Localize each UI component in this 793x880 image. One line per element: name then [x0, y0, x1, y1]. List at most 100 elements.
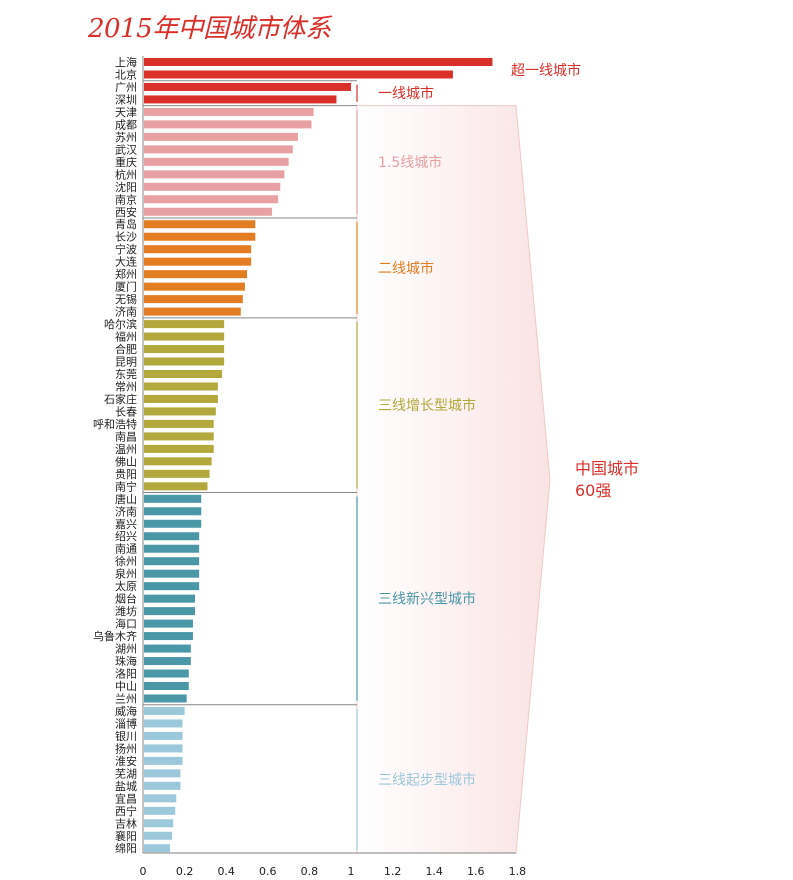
category-label: 淄博 — [115, 717, 137, 730]
bar — [144, 195, 279, 204]
bar — [144, 58, 493, 66]
category-label: 烟台 — [115, 592, 137, 606]
category-label: 上海 — [115, 55, 137, 69]
bar — [144, 669, 189, 678]
category-label: 济南 — [115, 305, 137, 319]
category-label: 合肥 — [115, 342, 137, 356]
category-label: 南宁 — [115, 479, 137, 493]
category-label: 吉林 — [115, 816, 137, 830]
bar — [144, 544, 200, 553]
group-label: 一线城市 — [378, 85, 434, 102]
category-label: 成都 — [115, 118, 137, 131]
x-tick-label: 1.6 — [467, 865, 485, 878]
bar — [144, 557, 200, 566]
bar — [144, 619, 193, 628]
bar — [144, 357, 225, 366]
bar — [144, 731, 183, 740]
group-label: 三线新兴型城市 — [378, 591, 476, 608]
bar — [144, 320, 225, 329]
category-label: 珠海 — [115, 654, 137, 668]
category-label: 绵阳 — [115, 841, 137, 855]
bar — [144, 432, 214, 441]
category-label: 太原 — [115, 580, 137, 593]
bar — [144, 706, 185, 715]
bar — [144, 607, 195, 616]
bar — [144, 95, 337, 104]
bar — [144, 744, 183, 753]
category-label: 乌鲁木齐 — [93, 629, 137, 643]
bar — [144, 82, 351, 91]
bar — [144, 719, 183, 728]
group-label: 三线起步型城市 — [378, 772, 476, 789]
category-label: 海口 — [115, 617, 137, 631]
summary-label: 60强 — [575, 481, 611, 500]
bar — [144, 682, 189, 690]
bar — [144, 569, 200, 578]
category-label: 洛阳 — [115, 667, 137, 681]
bar — [144, 494, 202, 503]
x-tick-label: 1.2 — [384, 865, 402, 878]
bar — [144, 806, 176, 815]
category-label: 重庆 — [115, 155, 137, 169]
bar — [144, 657, 191, 666]
bar — [144, 120, 312, 129]
x-tick-label: 0.6 — [259, 865, 277, 878]
category-label: 宜昌 — [115, 791, 137, 805]
bar — [144, 270, 247, 279]
bar — [144, 532, 200, 541]
bar — [144, 582, 200, 591]
chart-title: 2015年中国城市体系 — [88, 14, 331, 44]
bar — [144, 594, 195, 603]
category-label: 青岛 — [115, 217, 137, 231]
bar — [144, 257, 252, 266]
category-label: 石家庄 — [104, 392, 137, 406]
category-label: 大连 — [115, 255, 137, 269]
category-label: 佛山 — [115, 455, 137, 468]
bar — [144, 781, 181, 790]
x-tick-label: 1.8 — [509, 865, 527, 878]
x-tick-label: 1.4 — [425, 865, 443, 878]
summary-arrow — [356, 105, 551, 854]
category-label: 东莞 — [115, 368, 137, 381]
bar — [144, 345, 225, 354]
bar — [144, 519, 202, 528]
bar — [144, 819, 174, 828]
category-label: 武汉 — [115, 143, 137, 156]
category-label: 西宁 — [115, 804, 137, 818]
bar — [144, 245, 252, 254]
category-label: 昆明 — [115, 356, 137, 369]
category-label: 泉州 — [115, 567, 137, 581]
bar — [144, 382, 218, 391]
bar — [144, 145, 293, 154]
x-tick-label: 0.4 — [217, 865, 235, 878]
category-label: 厦门 — [115, 280, 137, 294]
bar — [144, 207, 272, 216]
category-label: 湖州 — [115, 643, 137, 656]
bar — [144, 457, 212, 466]
category-label: 威海 — [115, 704, 137, 718]
category-label: 襄阳 — [115, 829, 137, 843]
category-label: 无锡 — [115, 292, 137, 306]
category-label: 天津 — [115, 106, 137, 119]
bar — [144, 170, 285, 179]
category-label: 南昌 — [115, 430, 137, 443]
category-label: 沈阳 — [115, 180, 137, 194]
category-label: 绍兴 — [115, 529, 137, 543]
bar — [144, 419, 214, 428]
bar — [144, 132, 298, 141]
category-label: 北京 — [115, 67, 137, 81]
category-label: 郑州 — [115, 267, 137, 281]
category-label: 扬州 — [115, 741, 137, 755]
category-label: 兰州 — [115, 692, 137, 705]
category-label: 南通 — [115, 543, 137, 556]
bar — [144, 220, 256, 229]
category-label: 济南 — [115, 504, 137, 518]
category-label: 哈尔滨 — [104, 317, 137, 331]
category-label: 徐州 — [115, 554, 137, 568]
bar — [144, 307, 241, 316]
bar — [144, 295, 243, 304]
x-tick-label: 0 — [140, 865, 147, 878]
bar — [144, 232, 256, 241]
bar — [144, 694, 187, 703]
